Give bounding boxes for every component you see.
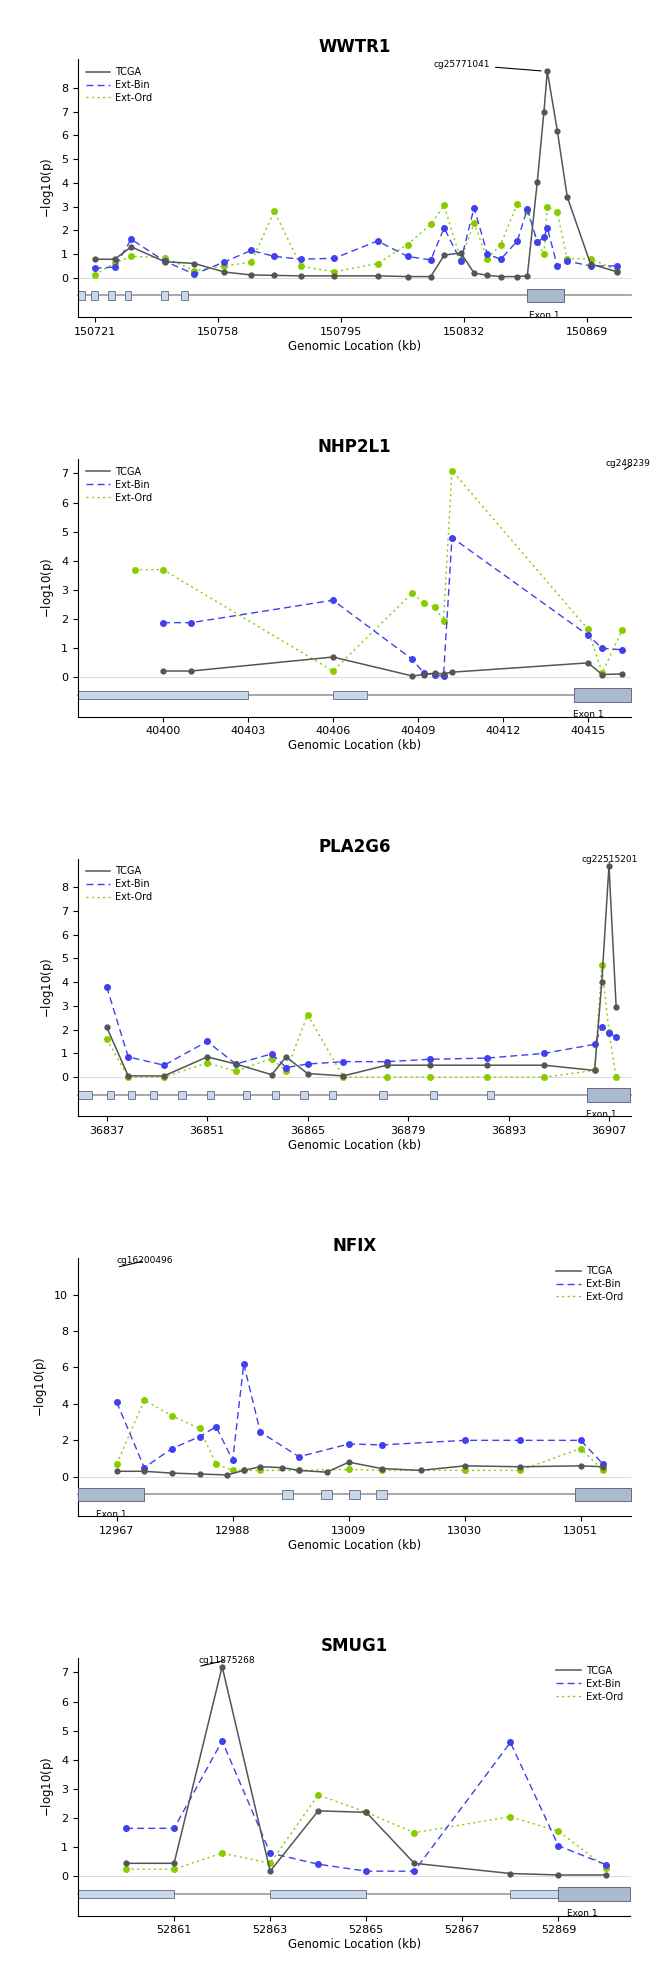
Bar: [150, 1090, 157, 1098]
X-axis label: Genomic Location (kb): Genomic Location (kb): [288, 1140, 421, 1151]
Text: Exon 1: Exon 1: [567, 1910, 598, 1918]
Legend: TCGA, Ext-Bin, Ext-Ord: TCGA, Ext-Bin, Ext-Ord: [83, 63, 155, 107]
Text: cg22515201: cg22515201: [581, 855, 638, 863]
Title: NHP2L1: NHP2L1: [317, 438, 391, 456]
X-axis label: Genomic Location (kb): Genomic Location (kb): [288, 1937, 421, 1951]
Bar: [575, 1487, 630, 1501]
Text: cg25771041: cg25771041: [434, 59, 541, 71]
Bar: [510, 1890, 558, 1898]
Bar: [207, 1090, 214, 1098]
Bar: [179, 1090, 186, 1098]
Legend: TCGA, Ext-Bin, Ext-Ord: TCGA, Ext-Bin, Ext-Ord: [554, 1264, 626, 1305]
Bar: [161, 292, 168, 300]
Bar: [300, 1090, 307, 1098]
Bar: [329, 1090, 336, 1098]
Bar: [376, 1491, 387, 1499]
Text: cg24823993: cg24823993: [605, 460, 650, 470]
Bar: [243, 1090, 250, 1098]
Bar: [78, 1890, 174, 1898]
X-axis label: Genomic Location (kb): Genomic Location (kb): [288, 340, 421, 354]
Bar: [333, 691, 367, 699]
X-axis label: Genomic Location (kb): Genomic Location (kb): [288, 1539, 421, 1552]
Title: PLA2G6: PLA2G6: [318, 837, 391, 855]
Y-axis label: $-$log10(p): $-$log10(p): [38, 958, 56, 1017]
Title: SMUG1: SMUG1: [320, 1637, 388, 1655]
Y-axis label: $-$log10(p): $-$log10(p): [38, 158, 56, 219]
Text: Exon 1: Exon 1: [586, 1110, 617, 1120]
Bar: [558, 1888, 630, 1902]
Legend: TCGA, Ext-Bin, Ext-Ord: TCGA, Ext-Bin, Ext-Ord: [83, 863, 155, 905]
Bar: [107, 1090, 114, 1098]
Bar: [181, 292, 188, 300]
X-axis label: Genomic Location (kb): Genomic Location (kb): [288, 739, 421, 752]
Y-axis label: $-$log10(p): $-$log10(p): [38, 1756, 56, 1817]
Bar: [91, 292, 98, 300]
Bar: [321, 1491, 332, 1499]
Text: cg11875268: cg11875268: [198, 1655, 255, 1667]
Bar: [125, 292, 131, 300]
Y-axis label: $-$log10(p): $-$log10(p): [32, 1357, 49, 1418]
Bar: [108, 292, 114, 300]
Bar: [272, 1090, 279, 1098]
Bar: [128, 1090, 135, 1098]
Bar: [283, 1491, 294, 1499]
Text: Exon 1: Exon 1: [573, 711, 603, 719]
Bar: [527, 288, 564, 302]
Bar: [78, 1487, 144, 1501]
Bar: [78, 292, 84, 300]
Title: NFIX: NFIX: [332, 1236, 376, 1256]
Text: Exon 1: Exon 1: [528, 310, 559, 320]
Text: cg16200496: cg16200496: [117, 1256, 173, 1266]
Y-axis label: $-$log10(p): $-$log10(p): [38, 557, 56, 618]
Bar: [487, 1090, 494, 1098]
Text: Exon 1: Exon 1: [96, 1509, 127, 1519]
Bar: [430, 1090, 437, 1098]
Bar: [380, 1090, 387, 1098]
Legend: TCGA, Ext-Bin, Ext-Ord: TCGA, Ext-Bin, Ext-Ord: [554, 1663, 626, 1704]
Bar: [270, 1890, 366, 1898]
Bar: [78, 691, 248, 699]
Bar: [588, 1088, 630, 1102]
Legend: TCGA, Ext-Bin, Ext-Ord: TCGA, Ext-Bin, Ext-Ord: [83, 464, 155, 506]
Title: WWTR1: WWTR1: [318, 38, 391, 57]
Bar: [78, 1090, 92, 1098]
Bar: [349, 1491, 360, 1499]
Bar: [574, 687, 630, 701]
